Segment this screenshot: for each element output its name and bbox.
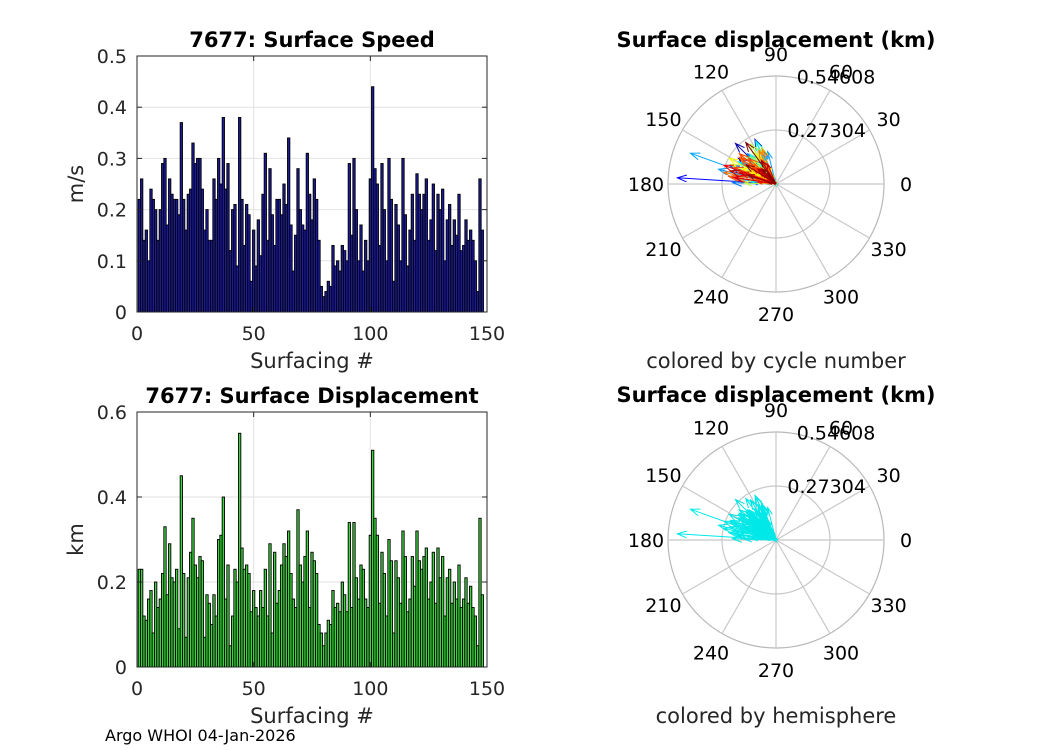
polar-hemisphere-angle-label: 180	[628, 530, 664, 552]
displacement-axes-box	[136, 411, 488, 668]
polar-hemisphere-angle-label: 90	[764, 400, 788, 422]
polar-cycle-spoke	[721, 183, 777, 278]
polar-cycle-spoke	[775, 183, 870, 239]
footer-text: Argo WHOI 04-Jan-2026	[105, 726, 296, 745]
polar-cycle-spoke	[775, 90, 831, 185]
displacement-y-tick-label: 0	[115, 657, 127, 679]
polar-cycle-angle-label: 90	[764, 44, 788, 66]
polar-hemisphere-caption: colored by hemisphere	[656, 704, 897, 728]
polar-cycle-angle-label: 30	[876, 109, 900, 131]
polar-hemisphere-spoke	[775, 539, 870, 595]
displacement-title: 7677: Surface Displacement	[145, 384, 478, 408]
polar-cycle-spoke	[775, 129, 870, 185]
polar-cycle-caption: colored by cycle number	[646, 349, 906, 373]
speed-y-tick-label: 0	[115, 302, 127, 324]
polar-cycle-angle-label: 270	[758, 304, 794, 326]
polar-hemisphere-angle-label: 150	[645, 465, 681, 487]
polar-hemisphere-angle-label: 210	[645, 595, 681, 617]
polar-cycle-spoke	[682, 183, 777, 239]
polar-cycle-angle-label: 330	[870, 239, 906, 261]
polar-cycle-angle-label: 300	[823, 287, 859, 309]
displacement-x-tick-label: 150	[469, 678, 505, 700]
polar-cycle-angle-label: 60	[829, 61, 853, 83]
polar-cycle-chart: Surface displacement (km) 0 30 60 90 120 150 18…	[616, 28, 935, 373]
polar-hemisphere-title: Surface displacement (km)	[616, 383, 935, 407]
speed-x-tick-label: 0	[131, 323, 143, 345]
polar-hemisphere-arrow	[744, 520, 777, 541]
speed-x-tick-label: 50	[242, 323, 266, 345]
polar-hemisphere-spoke	[775, 485, 870, 541]
polar-cycle-angle-label: 240	[693, 287, 729, 309]
polar-hemisphere-angle-label: 240	[693, 643, 729, 665]
speed-y-axis-label: m/s	[64, 165, 88, 203]
speed-y-tick-label: 0.5	[97, 46, 127, 68]
displacement-x-axis-label: Surfacing #	[250, 704, 374, 728]
speed-y-tick-label: 0.2	[97, 200, 127, 222]
speed-axes-box	[136, 55, 488, 313]
polar-cycle-angle-label: 180	[628, 174, 664, 196]
speed-x-tick-label: 150	[469, 323, 505, 345]
speed-x-tick-label: 100	[352, 323, 388, 345]
polar-hemisphere-angle-label: 30	[876, 465, 900, 487]
displacement-x-tick-label: 0	[131, 678, 143, 700]
polar-hemisphere-radial-label: 0.27304	[787, 476, 866, 498]
polar-cycle-radial-label: 0.27304	[787, 120, 866, 142]
polar-hemisphere-angle-label: 300	[823, 643, 859, 665]
polar-hemisphere-radial-label: 0.54608	[797, 423, 876, 445]
displacement-y-tick-label: 0.4	[97, 487, 127, 509]
displacement-x-tick-label: 50	[242, 678, 266, 700]
speed-y-tick-label: 0.4	[97, 97, 127, 119]
displacement-bar-chart: 0 50 100 150 0 0.2 0.4 0.6 7677: Surface Displac…	[64, 384, 505, 728]
polar-hemisphere-angle-label: 0	[900, 530, 912, 552]
polar-cycle-angle-label: 120	[693, 61, 729, 83]
polar-cycle-arrow	[744, 164, 777, 185]
polar-hemisphere-angle-label: 330	[870, 595, 906, 617]
speed-x-axis-label: Surfacing #	[250, 349, 374, 373]
polar-hemisphere-spoke	[775, 539, 831, 634]
speed-y-tick-label: 0.1	[97, 251, 127, 273]
displacement-bar	[480, 594, 484, 668]
polar-cycle-angle-label: 0	[900, 174, 912, 196]
speed-bar	[480, 229, 484, 313]
displacement-x-tick-label: 100	[352, 678, 388, 700]
polar-hemisphere-spoke	[775, 446, 831, 541]
displacement-y-axis-label: km	[64, 523, 88, 556]
polar-hemisphere-spoke	[721, 539, 777, 634]
polar-cycle-spoke	[775, 183, 831, 278]
displacement-y-tick-label: 0.2	[97, 572, 127, 594]
polar-cycle-title: Surface displacement (km)	[616, 28, 935, 52]
polar-cycle-angle-label: 210	[645, 239, 681, 261]
speed-title: 7677: Surface Speed	[189, 28, 435, 52]
polar-hemisphere-arrow	[744, 497, 777, 541]
polar-hemisphere-angle-label: 60	[829, 417, 853, 439]
polar-hemisphere-angle-label: 120	[693, 417, 729, 439]
polar-hemisphere-angle-label: 270	[758, 660, 794, 682]
polar-cycle-radial-label: 0.54608	[797, 67, 876, 89]
displacement-y-tick-label: 0.6	[97, 402, 127, 424]
polar-hemisphere-chart: Surface displacement (km) 0 30 60 90 120 150 18…	[616, 383, 935, 728]
speed-y-tick-label: 0.3	[97, 148, 127, 170]
polar-hemisphere-spoke	[682, 539, 777, 595]
polar-cycle-angle-label: 150	[645, 109, 681, 131]
speed-bar-chart: 0 50 100 150 0 0.1 0.2 0.3 0.4 0.5 7677: Surface S…	[64, 28, 505, 373]
polar-cycle-arrow	[744, 141, 777, 185]
